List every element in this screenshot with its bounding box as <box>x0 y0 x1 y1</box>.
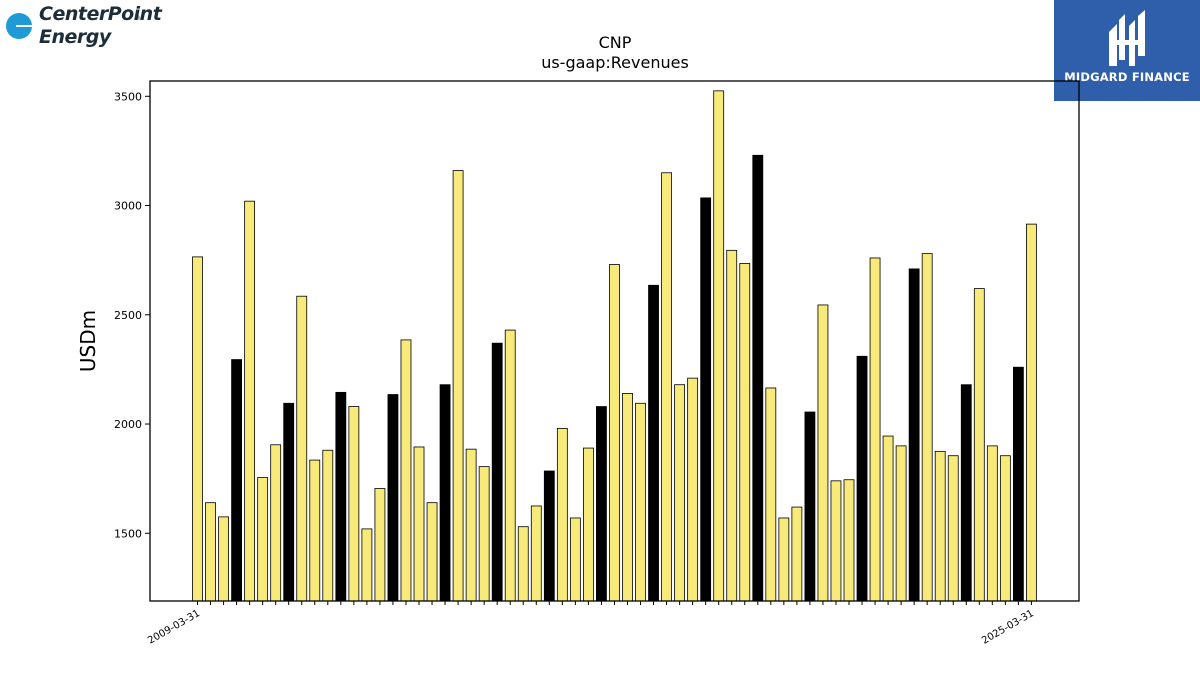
bar <box>400 339 412 602</box>
bar <box>934 450 946 602</box>
bar <box>335 391 347 602</box>
bar <box>804 411 816 602</box>
chart-subtitle: us-gaap:Revenues <box>541 53 689 72</box>
bar <box>726 249 738 602</box>
bar <box>556 427 568 602</box>
bar <box>739 263 751 602</box>
centerpoint-logo: CenterPoint ® Energy <box>6 3 162 54</box>
bar <box>999 455 1011 602</box>
registered-mark: ® <box>135 15 141 22</box>
bar <box>700 197 712 602</box>
midgard-mh-monogram-icon <box>1109 10 1145 66</box>
y-tick-label: 1500 <box>114 527 142 540</box>
bar <box>895 445 907 602</box>
bar <box>674 384 686 602</box>
bar <box>478 466 490 602</box>
bar <box>426 502 438 602</box>
bar <box>921 253 933 602</box>
bar <box>283 402 295 602</box>
bar <box>1026 223 1037 602</box>
bar <box>361 528 373 602</box>
bar <box>843 479 855 602</box>
bar <box>543 470 555 602</box>
bar <box>205 502 216 602</box>
bar <box>856 355 868 602</box>
y-axis-label: USDm <box>76 310 100 372</box>
publisher-badge: MIDGARD FINANCE <box>1054 0 1200 101</box>
publisher-name: MIDGARD FINANCE <box>1064 70 1190 84</box>
bar <box>648 284 659 602</box>
logo-swoosh <box>16 25 50 27</box>
bar <box>687 377 699 602</box>
bar <box>322 449 334 602</box>
bar <box>218 516 229 602</box>
bar <box>348 406 360 602</box>
bar <box>908 268 920 602</box>
bar <box>296 295 308 602</box>
bar <box>504 329 516 602</box>
y-axis-ticks: 1500 2000 2500 3000 3500 <box>114 90 150 540</box>
bar <box>869 257 881 602</box>
bar <box>452 170 464 602</box>
bar <box>517 526 529 602</box>
bar <box>244 200 256 602</box>
bar <box>986 445 998 602</box>
bar <box>257 477 269 602</box>
bar <box>791 506 803 602</box>
bar <box>309 459 321 602</box>
bar <box>465 448 477 602</box>
bar <box>439 384 451 602</box>
bar <box>491 342 503 602</box>
bar <box>622 393 633 602</box>
bar <box>713 90 725 602</box>
y-tick-label: 2500 <box>114 309 142 322</box>
bar-group <box>192 90 1037 602</box>
chart-title: CNP <box>599 33 632 52</box>
x-tick-label-first: 2009-03-31 <box>146 608 202 647</box>
y-tick-label: 3500 <box>114 90 142 103</box>
x-axis-ticks <box>197 601 1032 605</box>
bar <box>569 517 581 602</box>
bar <box>778 517 790 602</box>
bar <box>882 435 894 602</box>
bar <box>583 447 594 602</box>
bar <box>609 264 620 602</box>
bar <box>387 394 399 602</box>
bar <box>231 359 242 602</box>
brand-sub: Energy <box>39 26 111 48</box>
bar <box>1012 366 1024 602</box>
brand-name: CenterPoint <box>39 3 162 25</box>
bar <box>270 444 282 602</box>
bar <box>752 154 764 602</box>
bar <box>530 505 542 602</box>
bar <box>596 406 607 602</box>
bar <box>635 402 646 602</box>
y-tick-label: 2000 <box>114 418 142 431</box>
plot-frame <box>149 80 1080 602</box>
x-tick-label-last: 2025-03-31 <box>980 608 1036 647</box>
bar <box>374 488 386 602</box>
y-tick-label: 3000 <box>114 200 142 213</box>
bar <box>830 480 842 602</box>
bar <box>960 384 972 602</box>
bar <box>413 446 425 602</box>
bar <box>817 304 829 602</box>
bar <box>661 172 672 602</box>
bar <box>973 288 985 602</box>
bar <box>765 387 777 602</box>
bar <box>947 455 959 602</box>
bar <box>192 256 203 602</box>
